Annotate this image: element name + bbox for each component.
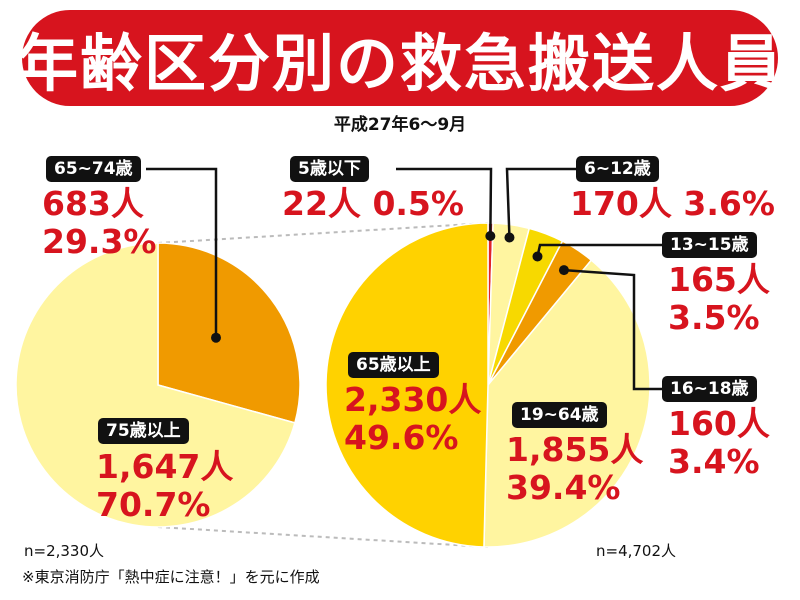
title-banner: 年齢区分別の救急搬送人員 <box>16 10 782 106</box>
leader-16-18-line <box>563 268 662 391</box>
footnote: ※東京消防庁「熱中症に注意！」を元に作成 <box>22 568 320 586</box>
pie-large-slice-5 <box>325 222 489 548</box>
percent-16-18: 3.4% <box>668 442 760 481</box>
leader-under-5-line <box>396 167 493 236</box>
percent-19-64: 39.4% <box>506 468 621 507</box>
n-label-small: n=2,330人 <box>24 542 105 560</box>
chart-title: 年齢区分別の救急搬送人員 <box>16 27 785 100</box>
tag-19-64: 19~64歳 <box>512 402 607 428</box>
count-16-18: 160人 <box>668 404 770 443</box>
tag-65-74: 65~74歳 <box>46 156 141 182</box>
count-6-12: 170人 <box>570 184 672 223</box>
leader-6-12-dot <box>504 232 515 243</box>
tag-75-plus: 75歳以上 <box>98 418 189 444</box>
percent-65-plus: 49.6% <box>344 418 459 457</box>
tag-under-5: 5歳以下 <box>290 156 369 182</box>
percent-under-5: 0.5% <box>372 184 464 223</box>
chart-subtitle: 平成27年6〜9月 <box>333 115 467 135</box>
pie-65-plus <box>15 242 301 528</box>
pie-small-slice-0 <box>157 242 301 424</box>
tag-13-15: 13~15歳 <box>662 232 757 258</box>
value-under-5: 22人 0.5% <box>282 186 464 222</box>
count-65-74: 683人 <box>42 184 144 223</box>
leader-16-18-dot <box>558 265 569 276</box>
count-19-64: 1,855人 <box>506 430 644 469</box>
leader-6-12-line <box>505 167 576 238</box>
pie-all-ages <box>325 222 651 548</box>
n-label-large: n=4,702人 <box>596 542 677 560</box>
tag-6-12: 6~12歳 <box>576 156 659 182</box>
connector-bottom <box>157 526 489 548</box>
leader-under-5-dot <box>485 230 496 241</box>
count-under-5: 22人 <box>282 184 361 223</box>
leader-lines <box>146 167 662 391</box>
percent-75-plus: 70.7% <box>96 485 211 524</box>
zoom-connector-lines <box>157 222 489 548</box>
count-13-15: 165人 <box>668 260 770 299</box>
leader-65-74-dot <box>211 332 221 343</box>
connector-top <box>157 222 489 244</box>
count-75-plus: 1,647人 <box>96 447 234 486</box>
leader-65-74-line <box>146 167 218 338</box>
percent-6-12: 3.6% <box>683 184 775 223</box>
pie-small-slice-1 <box>15 242 296 528</box>
tag-65-plus: 65歳以上 <box>348 352 439 378</box>
count-65-plus: 2,330人 <box>344 380 482 419</box>
percent-65-74: 29.3% <box>42 222 157 261</box>
tag-16-18: 16~18歳 <box>662 376 757 402</box>
leader-13-15-dot <box>532 251 543 262</box>
percent-13-15: 3.5% <box>668 298 760 337</box>
value-6-12: 170人 3.6% <box>570 186 775 222</box>
